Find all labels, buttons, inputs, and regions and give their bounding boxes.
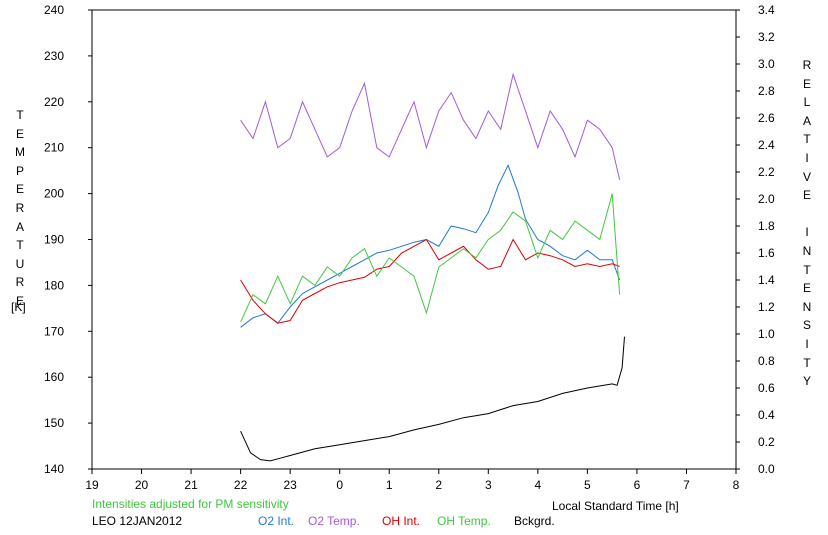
- legend-o2-int: O2 Int.: [258, 514, 295, 528]
- station-date-label: LEO 12JAN2012: [92, 514, 183, 528]
- y-axis-label-right-char: N: [802, 243, 812, 258]
- legend-oh-temp: OH Temp.: [437, 514, 491, 528]
- y-right-tick-label: 2.6: [758, 111, 775, 125]
- x-tick-label: 2: [435, 478, 442, 492]
- series-o2-temp: [240, 72, 621, 180]
- y-axis-label-left-char: U: [15, 256, 25, 271]
- y-axis-label-left-char: T: [16, 238, 24, 253]
- y-left-tick-label: 140: [44, 462, 64, 476]
- x-tick-label: 19: [85, 478, 99, 492]
- y-axis-label-right-char: I: [805, 225, 809, 240]
- series-o2-int: [240, 164, 621, 328]
- y-left-tick-label: 240: [44, 3, 64, 17]
- y-axis-label-right-char: R: [802, 58, 812, 72]
- y-axis-label-left-char: A: [15, 219, 24, 234]
- y-axis-label-right-char: T: [803, 132, 811, 147]
- x-axis-ticks: 19 20 21 22 23 0 1 2 3 4 5 6 7 8: [85, 469, 740, 492]
- x-tick-label: 20: [135, 478, 149, 492]
- y-axis-label-right-char: E: [802, 76, 811, 91]
- x-tick-label: 0: [336, 478, 343, 492]
- y-right-tick-label: 3.4: [758, 3, 775, 17]
- y-right-tick-label: 0.0: [758, 462, 775, 476]
- y-axis-label-left-char: P: [15, 163, 24, 178]
- x-tick-label: 1: [386, 478, 393, 492]
- y-right-tick-label: 0.8: [758, 354, 775, 368]
- y-right-tick-label: 1.2: [758, 300, 775, 314]
- y-axis-label-right-char: L: [803, 95, 811, 110]
- x-tick-label: 6: [634, 478, 641, 492]
- x-tick-label: 22: [234, 478, 248, 492]
- y-axis-label-right-char: E: [802, 281, 811, 296]
- series-bckgrd: [240, 336, 625, 462]
- y-right-tick-label: 0.4: [758, 408, 775, 422]
- y-right-tick-label: 2.8: [758, 84, 775, 98]
- y-axis-label-right-char: A: [802, 113, 811, 128]
- series-layer: [240, 72, 625, 462]
- y-right-tick-label: 1.8: [758, 219, 775, 233]
- y-axis-label-right-char: N: [802, 299, 812, 314]
- y-right-tick-label: 1.4: [758, 273, 775, 287]
- y-axis-label-right-char: V: [802, 169, 811, 184]
- y-left-tick-label: 160: [44, 370, 64, 384]
- sensitivity-note: Intensities adjusted for PM sensitivity: [92, 497, 289, 511]
- y-axis-label-left-char: R: [15, 275, 25, 290]
- y-right-tick-label: 2.4: [758, 138, 775, 152]
- y-axis-unit-left: [K]: [11, 300, 26, 314]
- x-axis-label: Local Standard Time [h]: [552, 499, 679, 513]
- y-left-tick-label: 190: [44, 233, 64, 247]
- y-axis-label-right-char: I: [805, 336, 809, 351]
- y-axis-label-right-char: T: [803, 262, 811, 277]
- x-tick-label: 3: [485, 478, 492, 492]
- y-axis-label-left-char: R: [15, 200, 25, 215]
- legend-o2-temp: O2 Temp.: [308, 514, 360, 528]
- y-right-tick-label: 2.2: [758, 165, 775, 179]
- y-left-tick-label: 220: [44, 95, 64, 109]
- y-axis-label-left-char: E: [15, 126, 24, 141]
- y-axis-label-right-char: I: [805, 150, 809, 165]
- left-axis-ticks: 140 150 160 170 180 190 200 210 220 230 240: [44, 3, 92, 476]
- y-right-tick-label: 1.6: [758, 246, 775, 260]
- plot-frame: [91, 9, 737, 470]
- y-right-tick-label: 3.0: [758, 57, 775, 71]
- y-axis-label-right-char: S: [802, 318, 811, 333]
- right-axis-ticks: 0.0 0.2 0.4 0.6 0.8 1.0 1.2 1.4 1.6 1.8 2.0 2.2 2.4 2…: [736, 3, 775, 476]
- y-axis-label-left-char: E: [15, 182, 24, 197]
- y-right-tick-label: 0.2: [758, 435, 775, 449]
- legend-bckgrd: Bckgrd.: [514, 514, 555, 528]
- y-axis-label-left-char: T: [16, 108, 24, 122]
- y-axis-label-right-char: [799, 205, 815, 224]
- x-tick-label: 7: [683, 478, 690, 492]
- x-tick-label: 5: [584, 478, 591, 492]
- y-left-tick-label: 230: [44, 49, 64, 63]
- y-left-tick-label: 180: [44, 278, 64, 292]
- y-left-tick-label: 200: [44, 187, 64, 201]
- y-right-tick-label: 2.0: [758, 192, 775, 206]
- y-axis-label-left-char: M: [15, 145, 25, 160]
- x-tick-label: 4: [535, 478, 542, 492]
- x-tick-label: 21: [184, 478, 198, 492]
- y-axis-label-left-char: E: [15, 293, 24, 308]
- series-oh-temp: [240, 193, 621, 323]
- legend-oh-int: OH Int.: [382, 514, 421, 528]
- x-tick-label: 8: [733, 478, 740, 492]
- x-tick-label: 23: [283, 478, 297, 492]
- y-right-tick-label: 3.2: [758, 30, 775, 44]
- series-oh-int: [240, 238, 620, 324]
- y-axis-label-right-char: T: [803, 355, 811, 370]
- y-right-tick-label: 1.0: [758, 327, 775, 341]
- y-axis-label-right-char: E: [802, 188, 811, 203]
- y-left-tick-label: 150: [44, 416, 64, 430]
- y-right-tick-label: 0.6: [758, 381, 775, 395]
- y-left-tick-label: 170: [44, 324, 64, 338]
- y-axis-label-right-char: Y: [802, 374, 811, 389]
- y-left-tick-label: 210: [44, 141, 64, 155]
